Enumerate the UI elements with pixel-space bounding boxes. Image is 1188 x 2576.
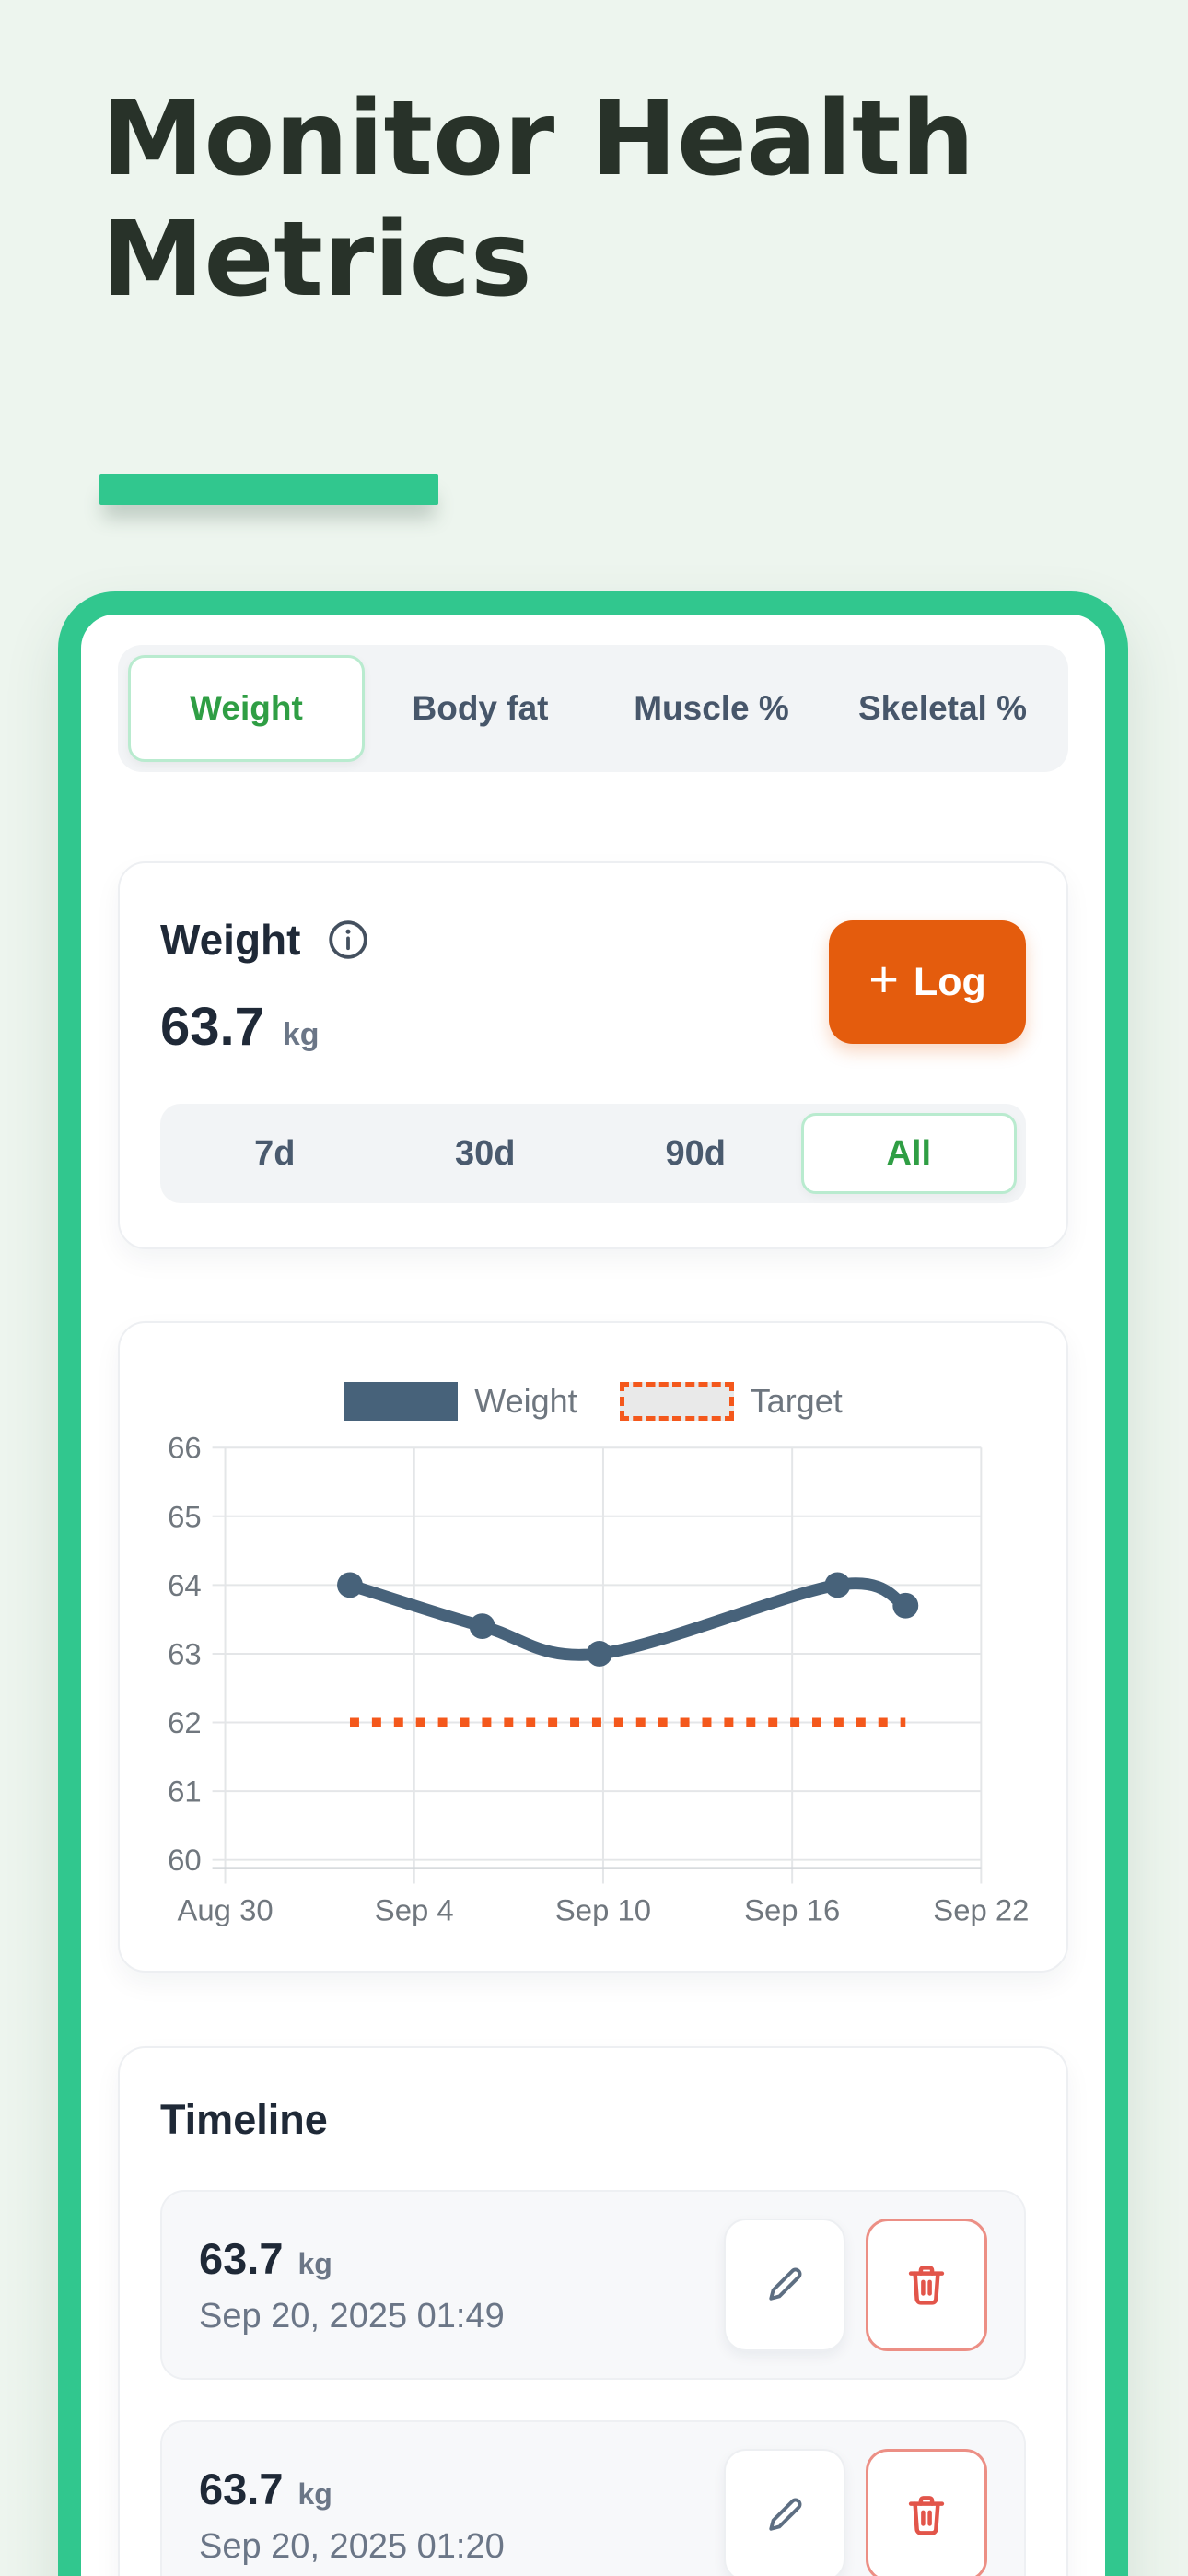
legend-weight-swatch bbox=[344, 1382, 459, 1421]
edit-entry-button[interactable] bbox=[724, 2449, 845, 2576]
tab-skeletal-label: Skeletal % bbox=[857, 689, 1028, 727]
legend-weight-label: Weight bbox=[474, 1382, 577, 1420]
timeline-heading: Timeline bbox=[160, 2096, 328, 2143]
timeline-entry-value: 63.7 bbox=[199, 2465, 284, 2513]
weight-summary-panel: Weight + Log 63.7 kg 7 bbox=[118, 861, 1068, 1249]
timeline-entry: 63.7 kg Sep 20, 2025 01:20 bbox=[160, 2420, 1026, 2576]
pencil-icon bbox=[769, 2267, 802, 2301]
svg-text:64: 64 bbox=[168, 1568, 202, 1602]
delete-entry-button[interactable] bbox=[866, 2219, 987, 2351]
svg-text:Sep 4: Sep 4 bbox=[375, 1892, 454, 1926]
metric-title: Weight bbox=[160, 916, 301, 964]
trash-icon bbox=[908, 2496, 945, 2535]
current-value: 63.7 bbox=[160, 997, 264, 1057]
range-7d-label: 7d bbox=[254, 1133, 296, 1173]
svg-text:60: 60 bbox=[168, 1843, 202, 1877]
legend-item-target: Target bbox=[619, 1382, 843, 1421]
timeline-panel: Timeline 63.7 kg Sep 20, 2025 01:49 bbox=[118, 2046, 1068, 2576]
log-button-label: Log bbox=[913, 959, 986, 1004]
range-90d-label: 90d bbox=[665, 1133, 726, 1173]
timeline-entry-actions bbox=[724, 2449, 987, 2576]
svg-text:Sep 10: Sep 10 bbox=[555, 1892, 651, 1926]
tab-body-fat-label: Body fat bbox=[412, 689, 549, 727]
tab-muscle-label: Muscle % bbox=[634, 689, 789, 727]
range-30d-label: 30d bbox=[455, 1133, 516, 1173]
current-unit: kg bbox=[282, 1017, 320, 1052]
range-7d[interactable]: 7d bbox=[169, 1113, 380, 1194]
current-value-row: 63.7 kg bbox=[160, 996, 1026, 1058]
info-icon[interactable] bbox=[326, 918, 370, 962]
timeline-entry: 63.7 kg Sep 20, 2025 01:49 bbox=[160, 2190, 1026, 2380]
timeline-entry-info: 63.7 kg Sep 20, 2025 01:20 bbox=[199, 2464, 505, 2567]
timeline-entry-value-row: 63.7 kg bbox=[199, 2464, 505, 2514]
chart-panel: Weight Target 60 61 62 63 64 65 66 Aug 30 Sep 4 S… bbox=[118, 1321, 1068, 1973]
summary-header-row: Weight bbox=[160, 915, 1026, 965]
weight-chart-svg: 60 61 62 63 64 65 66 Aug 30 Sep 4 Sep 10 Sep 16 Sep… bbox=[168, 1431, 1029, 1927]
timeline-entry-value: 63.7 bbox=[199, 2234, 284, 2283]
svg-text:Aug 30: Aug 30 bbox=[177, 1892, 273, 1926]
legend-item-weight: Weight bbox=[344, 1382, 577, 1421]
range-30d[interactable]: 30d bbox=[380, 1113, 591, 1194]
timeline-entry-unit: kg bbox=[297, 2247, 332, 2280]
timeline-entry-info: 63.7 kg Sep 20, 2025 01:49 bbox=[199, 2233, 505, 2336]
svg-text:66: 66 bbox=[168, 1431, 202, 1465]
svg-text:Sep 16: Sep 16 bbox=[744, 1892, 840, 1926]
timeline-entry-unit: kg bbox=[297, 2477, 332, 2511]
tab-body-fat[interactable]: Body fat bbox=[365, 655, 596, 762]
timeline-entry-timestamp: Sep 20, 2025 01:49 bbox=[199, 2297, 505, 2336]
page-title: Monitor Health Metrics bbox=[101, 79, 975, 321]
accent-bar bbox=[99, 474, 438, 505]
range-selector: 7d 30d 90d All bbox=[160, 1104, 1026, 1203]
card-inner: Weight Body fat Muscle % Skeletal % Weig… bbox=[81, 615, 1105, 2576]
health-metrics-card: Weight Body fat Muscle % Skeletal % Weig… bbox=[58, 591, 1128, 2576]
metric-tabs: Weight Body fat Muscle % Skeletal % bbox=[118, 645, 1068, 772]
edit-entry-button[interactable] bbox=[724, 2219, 845, 2351]
chart-legend: Weight Target bbox=[120, 1382, 1066, 1421]
tab-weight-label: Weight bbox=[190, 689, 303, 727]
range-90d[interactable]: 90d bbox=[590, 1113, 801, 1194]
timeline-entry-timestamp: Sep 20, 2025 01:20 bbox=[199, 2527, 505, 2566]
trash-icon bbox=[908, 2266, 945, 2305]
delete-entry-button[interactable] bbox=[866, 2449, 987, 2576]
svg-text:Sep 22: Sep 22 bbox=[933, 1892, 1029, 1926]
log-button[interactable]: + Log bbox=[829, 920, 1026, 1044]
range-all-label: All bbox=[886, 1133, 932, 1173]
timeline-entry-value-row: 63.7 kg bbox=[199, 2233, 505, 2284]
timeline-entry-actions bbox=[724, 2219, 987, 2351]
svg-text:61: 61 bbox=[168, 1774, 202, 1809]
svg-text:63: 63 bbox=[168, 1636, 202, 1670]
range-all[interactable]: All bbox=[800, 1113, 1017, 1194]
legend-target-swatch bbox=[619, 1382, 734, 1421]
pencil-icon bbox=[769, 2498, 802, 2531]
legend-target-label: Target bbox=[750, 1382, 843, 1420]
tab-weight[interactable]: Weight bbox=[128, 655, 365, 762]
svg-text:65: 65 bbox=[168, 1499, 202, 1533]
tab-skeletal[interactable]: Skeletal % bbox=[827, 655, 1058, 762]
svg-text:62: 62 bbox=[168, 1705, 202, 1739]
tab-muscle[interactable]: Muscle % bbox=[596, 655, 827, 762]
